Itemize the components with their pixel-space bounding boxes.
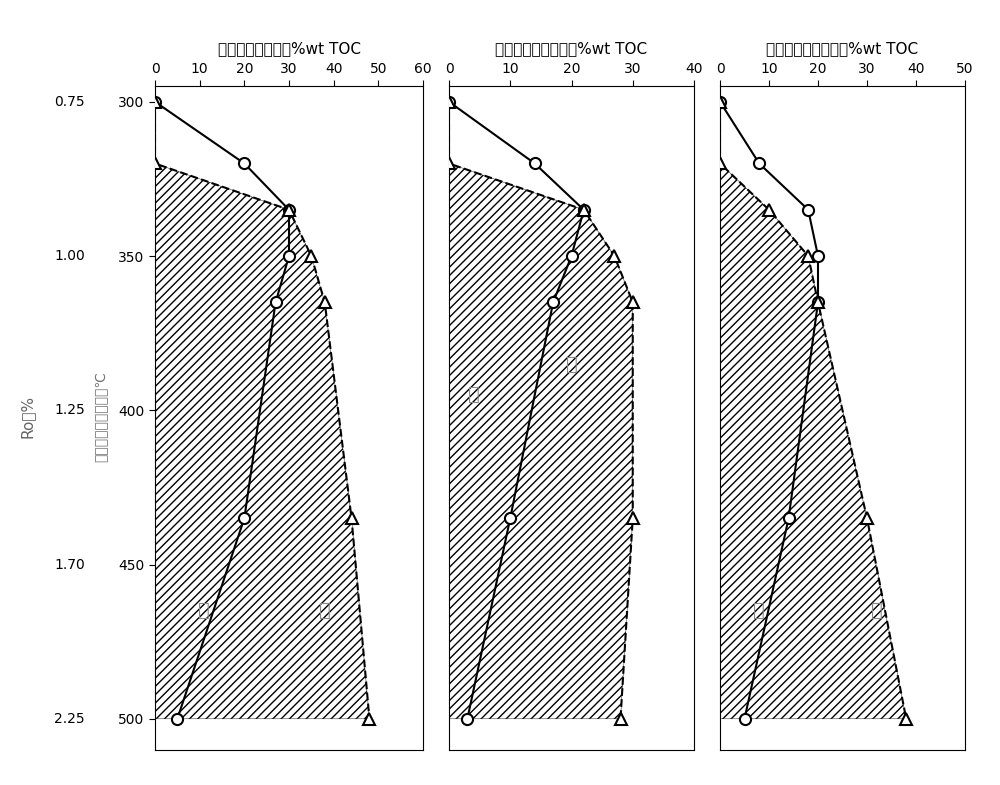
Text: 1.00: 1.00: [54, 249, 85, 263]
X-axis label: 烃源岩生成油气／%wt TOC: 烃源岩生成油气／%wt TOC: [218, 42, 360, 57]
Text: 油: 油: [753, 601, 765, 620]
X-axis label: 烃源岩中排出油气／%wt TOC: 烃源岩中排出油气／%wt TOC: [766, 42, 919, 57]
Text: 气: 气: [871, 601, 883, 620]
Text: 气: 气: [319, 601, 331, 620]
Text: 1.25: 1.25: [54, 403, 85, 418]
X-axis label: 烃源岩中残留油气／%wt TOC: 烃源岩中残留油气／%wt TOC: [495, 42, 648, 57]
Text: Ro／%: Ro／%: [20, 395, 34, 437]
Text: 0.75: 0.75: [54, 95, 85, 109]
Text: 气: 气: [566, 355, 577, 374]
Text: 1.70: 1.70: [54, 557, 85, 571]
Text: 温度（埋藏温度）／℃: 温度（埋藏温度）／℃: [93, 371, 107, 462]
Text: 油: 油: [468, 385, 479, 404]
Text: 油: 油: [198, 601, 210, 620]
Text: 2.25: 2.25: [54, 712, 85, 726]
